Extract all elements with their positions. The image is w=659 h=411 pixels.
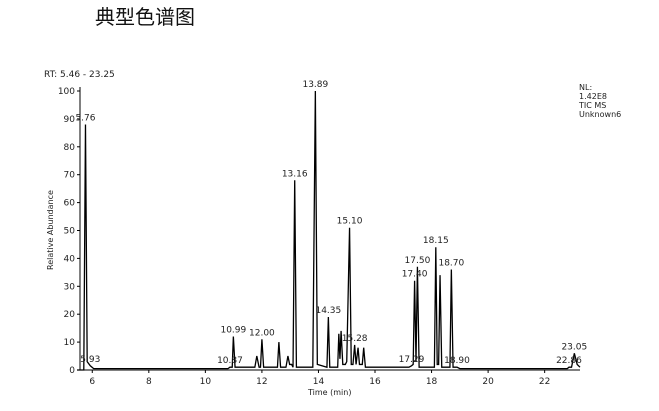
- peak-label: 15.10: [337, 217, 363, 227]
- peak-label: 13.89: [302, 80, 328, 90]
- x-tick-label: 14: [313, 377, 325, 387]
- y-tick-label: 90: [64, 115, 76, 125]
- peak-label: 18.70: [438, 259, 464, 269]
- x-tick-label: 10: [200, 377, 212, 387]
- peak-label: 18.90: [444, 356, 470, 366]
- y-tick-label: 20: [64, 310, 76, 320]
- y-axis-label: Relative Abundance: [46, 190, 55, 270]
- x-axis-label: Time (min): [307, 388, 351, 397]
- trace: [77, 90, 581, 371]
- peak-label: 17.29: [399, 355, 425, 365]
- y-tick-label: 60: [64, 199, 76, 209]
- x-tick-label: 12: [256, 377, 267, 387]
- range-label: RT: 5.46 - 23.25: [44, 70, 115, 80]
- y-tick-label: 70: [64, 171, 76, 181]
- peak-label: 17.50: [405, 256, 431, 266]
- info-text: Unknown6: [579, 110, 621, 119]
- peak-label: 10.99: [220, 326, 246, 336]
- y-tick-label: 10: [64, 338, 76, 348]
- y-tick-label: 100: [58, 87, 75, 97]
- x-tick-label: 6: [89, 377, 95, 387]
- y-tick-label: 0: [69, 366, 75, 376]
- peak-label: 23.05: [561, 342, 587, 352]
- info-text: TIC MS: [578, 101, 606, 110]
- info-text: NL:: [579, 83, 592, 92]
- peak-label: 18.15: [423, 236, 449, 246]
- peak-label: 5.76: [75, 113, 95, 123]
- peak-label: 5.93: [80, 355, 100, 365]
- peak-label: 14.35: [315, 306, 341, 316]
- y-tick-label: 50: [64, 227, 76, 237]
- x-tick-label: 22: [539, 377, 550, 387]
- x-tick-label: 20: [482, 377, 494, 387]
- peak-label: 22.86: [556, 356, 582, 366]
- peak-label: 13.16: [282, 169, 308, 179]
- info-text: 1.42E8: [579, 92, 607, 101]
- peak-label: 12.00: [249, 328, 275, 338]
- peak-label: 17.40: [402, 270, 428, 280]
- peak-label: 15.28: [342, 334, 368, 344]
- x-tick-label: 18: [426, 377, 438, 387]
- page-title: 典型色谱图: [95, 5, 195, 29]
- peak-label: 10.87: [217, 356, 243, 366]
- y-tick-label: 40: [64, 254, 76, 264]
- x-tick-label: 8: [146, 377, 152, 387]
- x-tick-label: 16: [369, 377, 381, 387]
- y-tick-label: 80: [64, 143, 76, 153]
- y-tick-label: 30: [64, 282, 76, 292]
